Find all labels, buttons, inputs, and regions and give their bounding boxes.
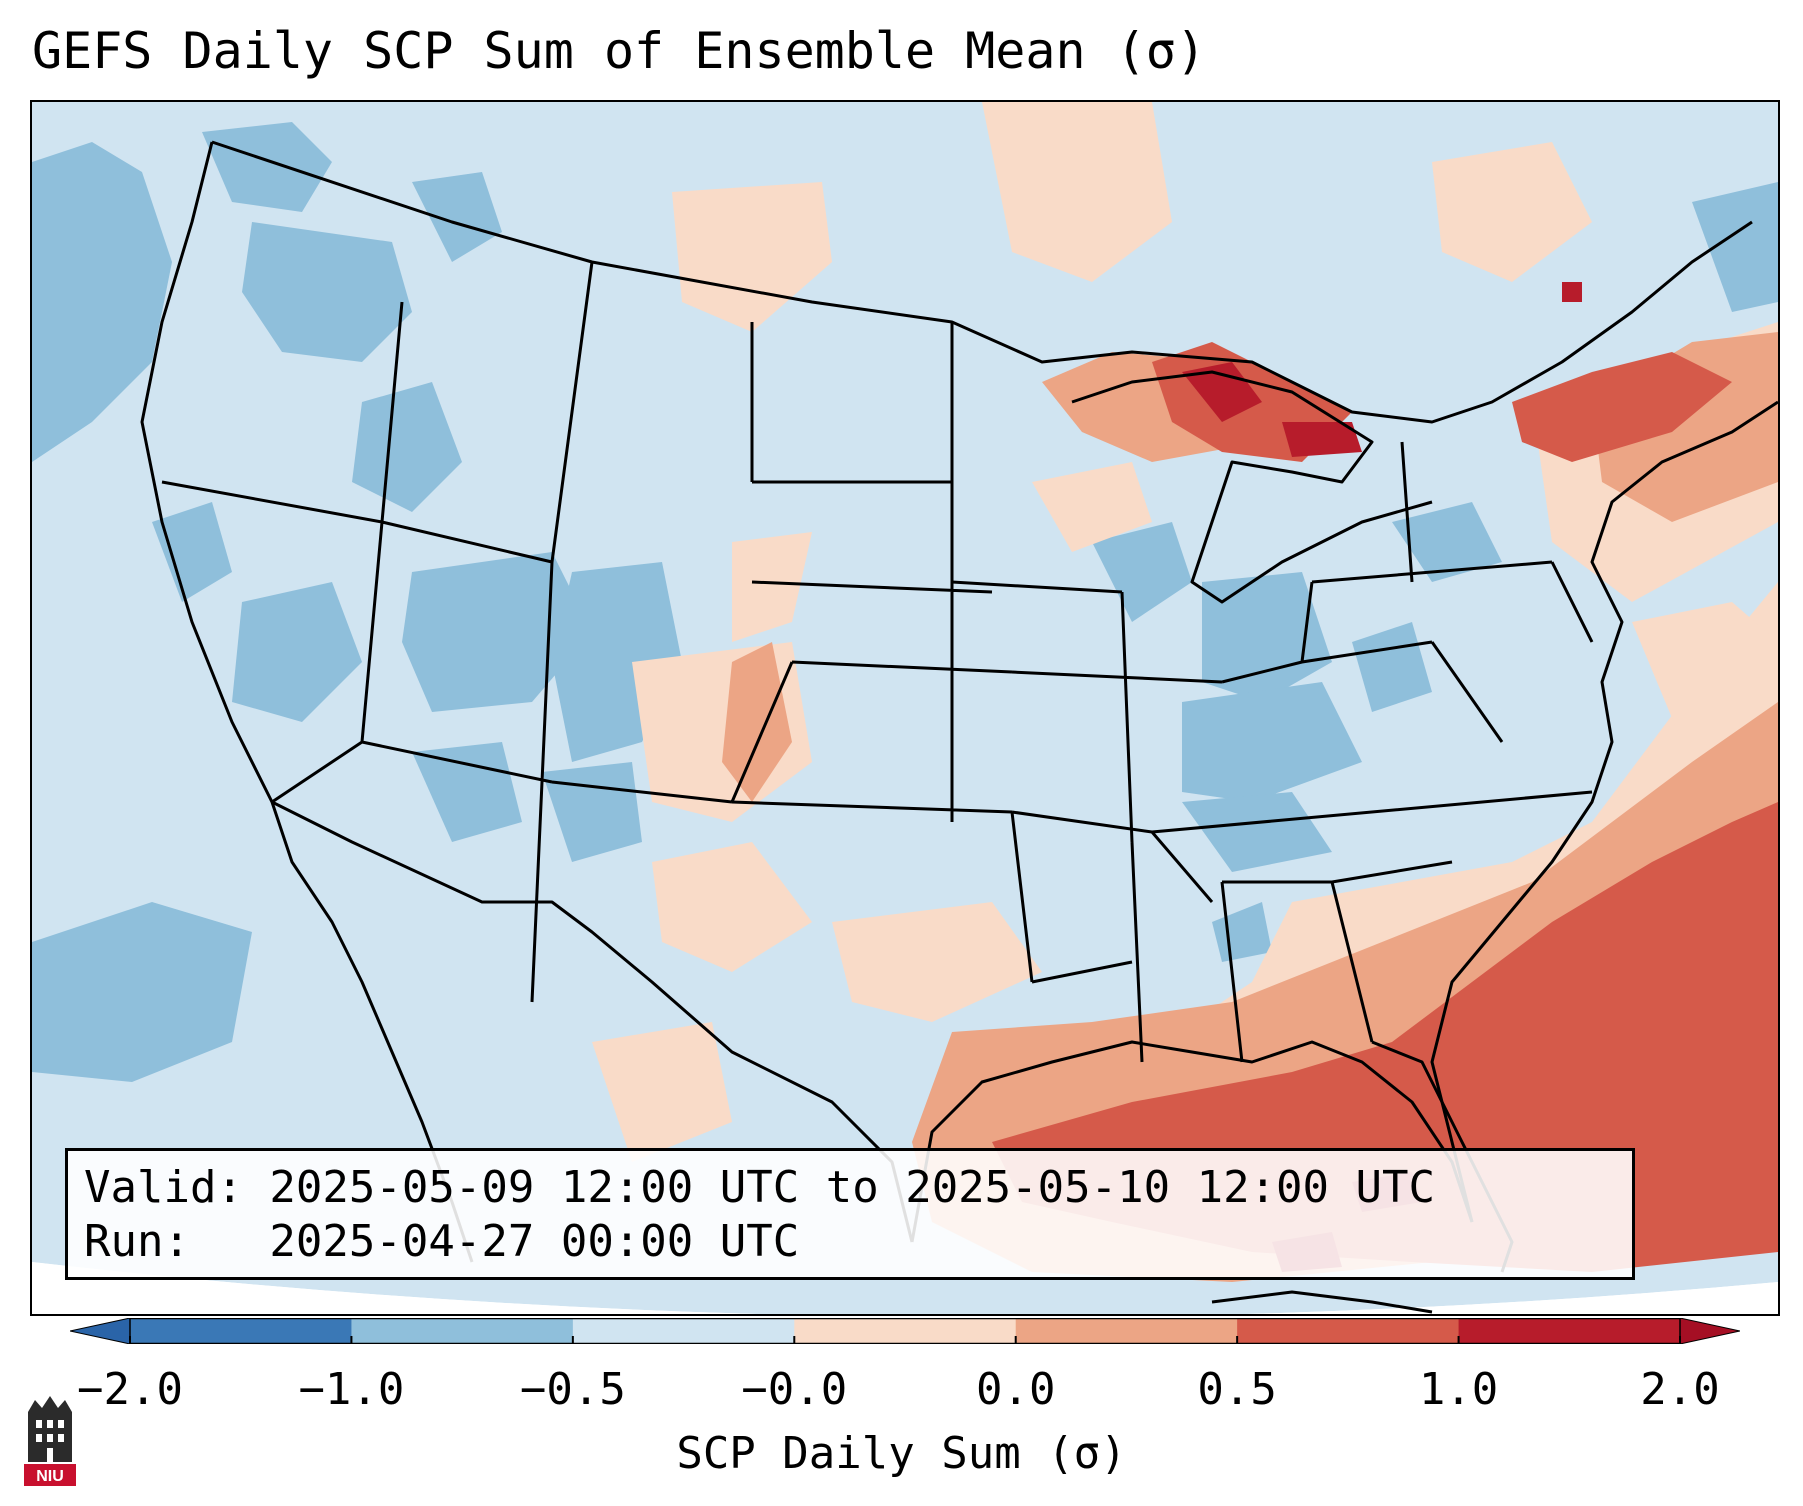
colorbar-segment-1: [351, 1318, 574, 1344]
outside-domain: [32, 1262, 1778, 1314]
colorbar-segment-0: [130, 1318, 352, 1344]
boundaries: [140, 140, 1778, 1314]
colorbar-tick-label: 0.5: [1197, 1364, 1277, 1415]
gulf-coast: [910, 1040, 1474, 1243]
niu-logo: NIU: [24, 1396, 76, 1486]
colorbar-tick-label: −2.0: [77, 1364, 183, 1415]
valid-run-info-box: Valid: 2025-05-09 12:00 UTC to 2025-05-1…: [65, 1148, 1635, 1280]
colorbar-label: SCP Daily Sum (σ): [676, 1428, 1127, 1479]
colorbar-segment-4: [1015, 1318, 1238, 1344]
colorbar-segment-6: [1458, 1318, 1681, 1344]
logo-text: NIU: [36, 1468, 64, 1485]
cuba: [1211, 1290, 1433, 1314]
us-canada-border: [211, 140, 1753, 424]
run-time-line: Run: 2025-04-27 00:00 UTC: [84, 1216, 800, 1267]
great-lakes: [1071, 370, 1433, 604]
colorbar-tick-label: −1.0: [298, 1364, 405, 1415]
colorbar-over-extension: [1679, 1318, 1740, 1344]
state-lines-west: [161, 261, 1034, 1003]
colorbar-segment-2: [572, 1318, 795, 1344]
colorbar-tick-label: 0.0: [975, 1364, 1056, 1415]
east-coast: [1430, 400, 1778, 1223]
map-title: GEFS Daily SCP Sum of Ensemble Mean (σ): [32, 22, 1206, 80]
colorbar-tick-label: −0.0: [741, 1364, 848, 1415]
state-lines-east: [951, 441, 1594, 1063]
colorbar-tick-label: −0.5: [519, 1364, 626, 1415]
colorbar-tick-label: 1.0: [1418, 1364, 1499, 1415]
us-mexico-border: [271, 800, 914, 1243]
valid-time-line: Valid: 2025-05-09 12:00 UTC to 2025-05-1…: [84, 1162, 1436, 1213]
map-canvas: [32, 102, 1778, 1314]
colorbar-under-extension: [70, 1318, 131, 1344]
colorbar-segment-5: [1237, 1318, 1460, 1344]
colorbar-segment-3: [794, 1318, 1017, 1344]
map-frame[interactable]: [30, 100, 1780, 1316]
colorbar-frame: [129, 1318, 1681, 1344]
negative-anomaly-patches: [32, 122, 1778, 1082]
colorbar-tick-label: 2.0: [1640, 1364, 1720, 1415]
colorbar: [70, 1318, 1740, 1344]
logo-tower-icon: [28, 1396, 72, 1462]
